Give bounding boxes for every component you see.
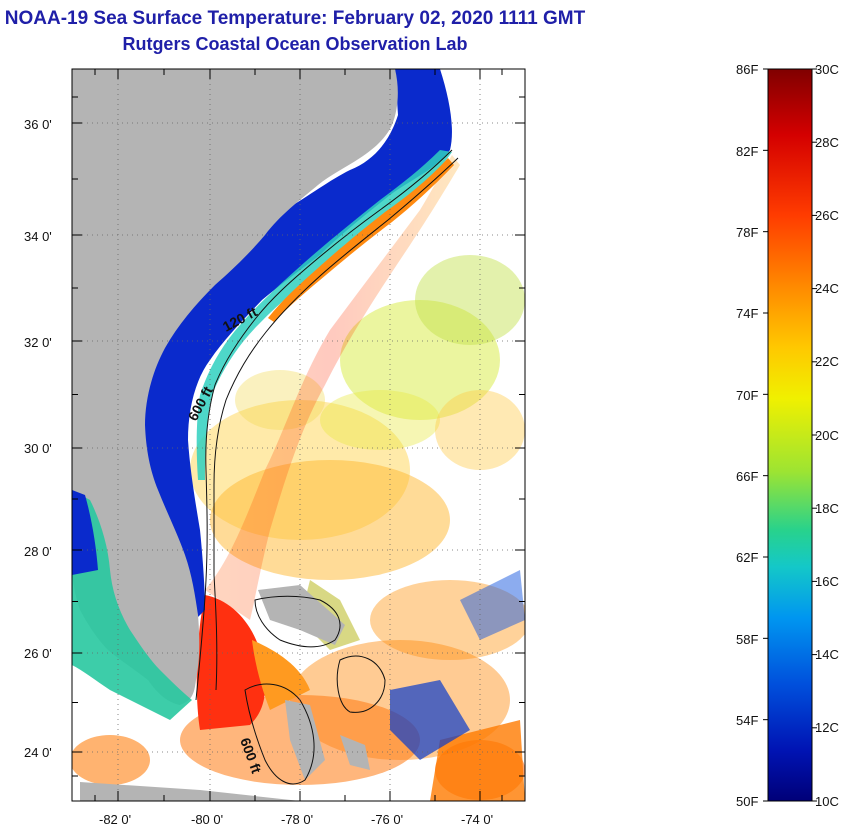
- lon-label-82: -82 0': [99, 812, 132, 827]
- map-subtitle: Rutgers Coastal Ocean Observation Lab: [122, 34, 468, 54]
- cb-label-66f: 66F: [736, 469, 759, 484]
- cb-label-10c: 10C: [815, 794, 839, 809]
- lat-label-30: 30 0': [24, 441, 52, 456]
- cb-label-22c: 22C: [815, 354, 839, 369]
- cb-label-86f: 86F: [736, 62, 759, 77]
- cb-label-54f: 54F: [736, 713, 759, 728]
- lon-label-76: -76 0': [371, 812, 404, 827]
- cb-label-82f: 82F: [736, 144, 759, 159]
- graticule: [72, 69, 525, 801]
- cb-label-12c: 12C: [815, 720, 839, 735]
- isobath-120ft: [195, 149, 453, 701]
- lat-label-32: 32 0': [24, 335, 52, 350]
- land-mass: [72, 69, 398, 705]
- lon-label-78: -78 0': [281, 812, 314, 827]
- cb-label-16c: 16C: [815, 574, 839, 589]
- lon-label-80: -80 0': [191, 812, 224, 827]
- lat-label-36: 36 0': [24, 117, 52, 132]
- lat-label-26: 26 0': [24, 646, 52, 661]
- lon-label-74: -74 0': [461, 812, 494, 827]
- cb-label-50f: 50F: [736, 794, 759, 809]
- gulf-stream-core: [196, 595, 266, 730]
- cb-label-70f: 70F: [736, 388, 759, 403]
- cb-label-62f: 62F: [736, 550, 759, 565]
- cb-label-20c: 20C: [815, 428, 839, 443]
- lat-label-34: 34 0': [24, 229, 52, 244]
- cb-label-58f: 58F: [736, 632, 759, 647]
- cb-label-14c: 14C: [815, 647, 839, 662]
- bahamas: [258, 585, 345, 645]
- lat-label-28: 28 0': [24, 544, 52, 559]
- cb-label-26c: 26C: [815, 208, 839, 223]
- cb-label-24c: 24C: [815, 281, 839, 296]
- isobath-600ft: [213, 157, 459, 691]
- gulf-stream: [205, 155, 460, 620]
- cb-label-74f: 74F: [736, 306, 759, 321]
- lat-label-24: 24 0': [24, 745, 52, 760]
- cb-label-78f: 78F: [736, 225, 759, 240]
- cb-label-28c: 28C: [815, 135, 839, 150]
- cb-label-30c: 30C: [815, 62, 839, 77]
- colorbar: [767, 68, 813, 802]
- map-title: NOAA-19 Sea Surface Temperature: Februar…: [4, 8, 586, 29]
- cb-label-18c: 18C: [815, 501, 839, 516]
